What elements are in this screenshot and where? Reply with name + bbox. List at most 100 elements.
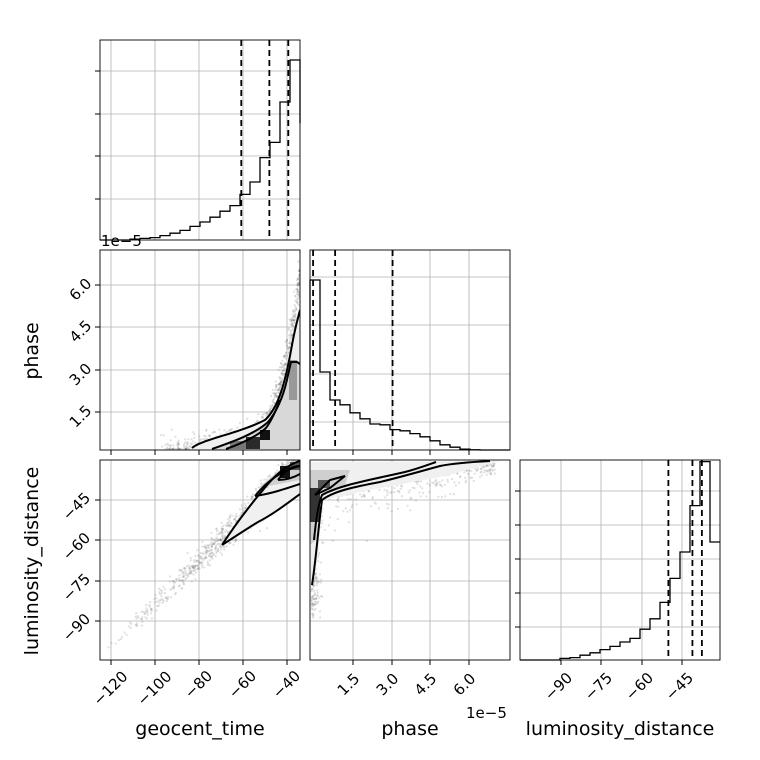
scatter-point bbox=[490, 464, 493, 467]
scatter-point bbox=[312, 584, 315, 587]
scatter-point bbox=[281, 379, 284, 382]
scatter-point bbox=[275, 395, 278, 398]
scatter-point bbox=[216, 539, 219, 542]
scatter-point bbox=[202, 559, 205, 562]
scatter-point bbox=[449, 493, 452, 496]
scatter-point bbox=[284, 363, 287, 366]
scatter-point bbox=[198, 561, 201, 564]
scatter-point bbox=[223, 530, 226, 534]
scatter-point bbox=[409, 496, 412, 499]
scatter-point bbox=[273, 394, 277, 397]
scatter-point bbox=[142, 610, 145, 614]
scatter-point bbox=[193, 561, 196, 564]
scatter-point bbox=[250, 497, 253, 500]
scatter-point bbox=[426, 482, 429, 485]
scatter-point bbox=[351, 504, 354, 507]
scatter-point bbox=[169, 444, 172, 447]
scatter-point bbox=[275, 385, 278, 388]
scatter-point bbox=[233, 540, 236, 543]
scatter-point bbox=[172, 447, 175, 450]
scatter-point bbox=[154, 593, 157, 597]
tick-label-phase-x-6.0: 6.0 bbox=[450, 670, 480, 700]
scatter-point bbox=[178, 447, 182, 450]
scatter-point bbox=[210, 541, 213, 544]
scatter-point bbox=[140, 610, 143, 613]
scatter-point bbox=[169, 588, 172, 591]
scatter-point bbox=[425, 495, 428, 498]
scatter-point bbox=[219, 538, 222, 541]
scatter-point bbox=[282, 374, 285, 377]
scatter-point bbox=[284, 354, 287, 357]
scatter-point bbox=[271, 400, 274, 403]
scatter-point bbox=[323, 528, 326, 531]
scatter-point bbox=[281, 369, 284, 373]
scatter-point bbox=[244, 507, 247, 510]
density-luminosity-distance-vs-geocent-time bbox=[221, 460, 300, 546]
scatter-point bbox=[162, 600, 165, 603]
scatter-point bbox=[279, 381, 282, 384]
scatter-point bbox=[251, 495, 254, 498]
scatter-point bbox=[292, 324, 295, 327]
scatter-point bbox=[293, 321, 296, 324]
scatter-point bbox=[282, 365, 285, 368]
scatter-point bbox=[277, 389, 280, 392]
scatter-point bbox=[288, 346, 291, 349]
scatter-point bbox=[173, 447, 177, 450]
scatter-point bbox=[208, 559, 211, 562]
scatter-point bbox=[215, 536, 218, 539]
scatter-point bbox=[280, 379, 283, 382]
scatter-point bbox=[290, 334, 293, 337]
scatter-point bbox=[457, 481, 461, 484]
scatter-point bbox=[227, 521, 231, 524]
scatter-point bbox=[310, 599, 313, 602]
scatter-point bbox=[164, 596, 167, 600]
scatter-point bbox=[196, 564, 199, 567]
scatter-point bbox=[144, 616, 147, 619]
scatter-point bbox=[234, 539, 237, 542]
scatter-point bbox=[416, 480, 419, 483]
scatter-point bbox=[328, 516, 332, 519]
scatter-point bbox=[266, 527, 269, 530]
scatter-point bbox=[170, 587, 173, 590]
scatter-point bbox=[393, 486, 396, 490]
scatter-point bbox=[228, 516, 231, 519]
scatter-point bbox=[219, 538, 222, 541]
scatter-point bbox=[294, 295, 297, 298]
histogram-phase bbox=[309, 279, 510, 451]
scatter-point bbox=[287, 328, 290, 331]
scatter-point bbox=[281, 359, 284, 362]
scatter-point bbox=[396, 507, 399, 510]
scatter-point bbox=[247, 501, 250, 505]
scatter-point bbox=[274, 392, 277, 395]
scatter-point bbox=[316, 594, 319, 597]
scatter-point bbox=[210, 531, 213, 534]
scatter-point bbox=[279, 383, 282, 386]
scatter-point bbox=[434, 480, 437, 483]
scatter-point bbox=[406, 504, 409, 507]
scatter-point bbox=[171, 447, 175, 450]
panel-hist-geocent-time bbox=[95, 39, 301, 241]
scatter-point bbox=[291, 310, 294, 313]
scatter-point bbox=[210, 551, 213, 555]
scatter-point bbox=[373, 501, 376, 504]
scatter-point bbox=[483, 465, 486, 468]
scatter-point bbox=[203, 545, 206, 548]
scatter-point bbox=[286, 347, 289, 350]
grid-hist-phase bbox=[310, 250, 510, 450]
scatter-point bbox=[186, 445, 189, 448]
scatter-point bbox=[295, 308, 298, 311]
scatter-point bbox=[168, 447, 171, 450]
scatter-point bbox=[385, 502, 388, 505]
scatter-point bbox=[293, 311, 296, 314]
scatter-point bbox=[201, 565, 204, 568]
scatter-point bbox=[371, 496, 374, 499]
scatter-point bbox=[212, 543, 216, 546]
scatter-point bbox=[198, 561, 201, 564]
scatter-point bbox=[421, 487, 424, 490]
scatter-point bbox=[190, 580, 193, 583]
scatter-point bbox=[184, 578, 187, 581]
scatter-point bbox=[290, 318, 294, 322]
scatter-point bbox=[160, 589, 163, 592]
scatter-point bbox=[327, 524, 330, 527]
scatter-point bbox=[217, 549, 220, 553]
